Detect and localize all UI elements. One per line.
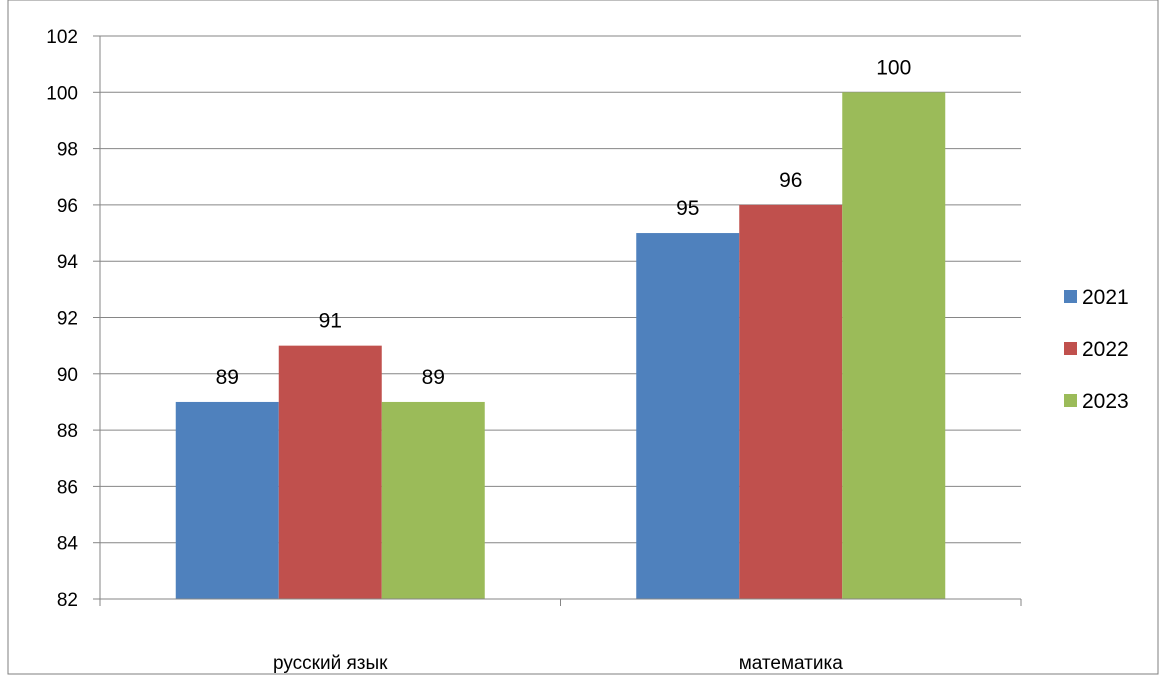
x-axis-ticks: русский язык математика xyxy=(273,653,843,674)
legend-label: 2022 xyxy=(1082,338,1129,361)
y-axis-ticks: 82 84 86 88 90 92 94 96 98 100 102 xyxy=(46,27,78,611)
bar-2022-2 xyxy=(739,204,843,599)
legend-swatch xyxy=(1064,394,1077,407)
y-tick-label: 86 xyxy=(57,477,78,498)
y-tick-label: 94 xyxy=(57,252,79,273)
legend-label: 2021 xyxy=(1082,286,1129,309)
y-tick-label: 98 xyxy=(57,140,78,161)
y-tick-label: 82 xyxy=(57,590,78,611)
bar-2021-1 xyxy=(175,401,279,599)
bars xyxy=(175,92,946,600)
data-label: 96 xyxy=(779,169,802,192)
x-tick-label: русский язык xyxy=(273,653,388,674)
data-label: 91 xyxy=(319,310,342,333)
data-label: 89 xyxy=(216,366,239,389)
data-label: 89 xyxy=(422,366,445,389)
bar-2021-2 xyxy=(636,233,740,600)
bar-2023-2 xyxy=(842,92,946,600)
y-tick-label: 96 xyxy=(57,196,78,217)
y-tick-label: 100 xyxy=(46,83,78,104)
y-tick-label: 102 xyxy=(46,27,78,48)
data-labels: 89 91 89 95 96 100 xyxy=(216,56,912,389)
legend-swatch xyxy=(1064,342,1077,355)
x-tick-label: математика xyxy=(739,653,844,674)
y-tick-label: 92 xyxy=(57,309,78,330)
legend-label: 2023 xyxy=(1082,390,1129,413)
legend-swatch xyxy=(1064,290,1077,303)
axes xyxy=(93,35,1022,606)
bar-2023-1 xyxy=(381,401,485,599)
data-label: 95 xyxy=(676,197,699,220)
legend: 2021 2022 2023 xyxy=(1064,286,1129,413)
bar-2022-1 xyxy=(278,345,382,599)
data-label: 100 xyxy=(876,56,911,79)
y-tick-label: 88 xyxy=(57,421,78,442)
y-tick-label: 84 xyxy=(57,534,79,555)
y-tick-label: 90 xyxy=(57,365,78,386)
